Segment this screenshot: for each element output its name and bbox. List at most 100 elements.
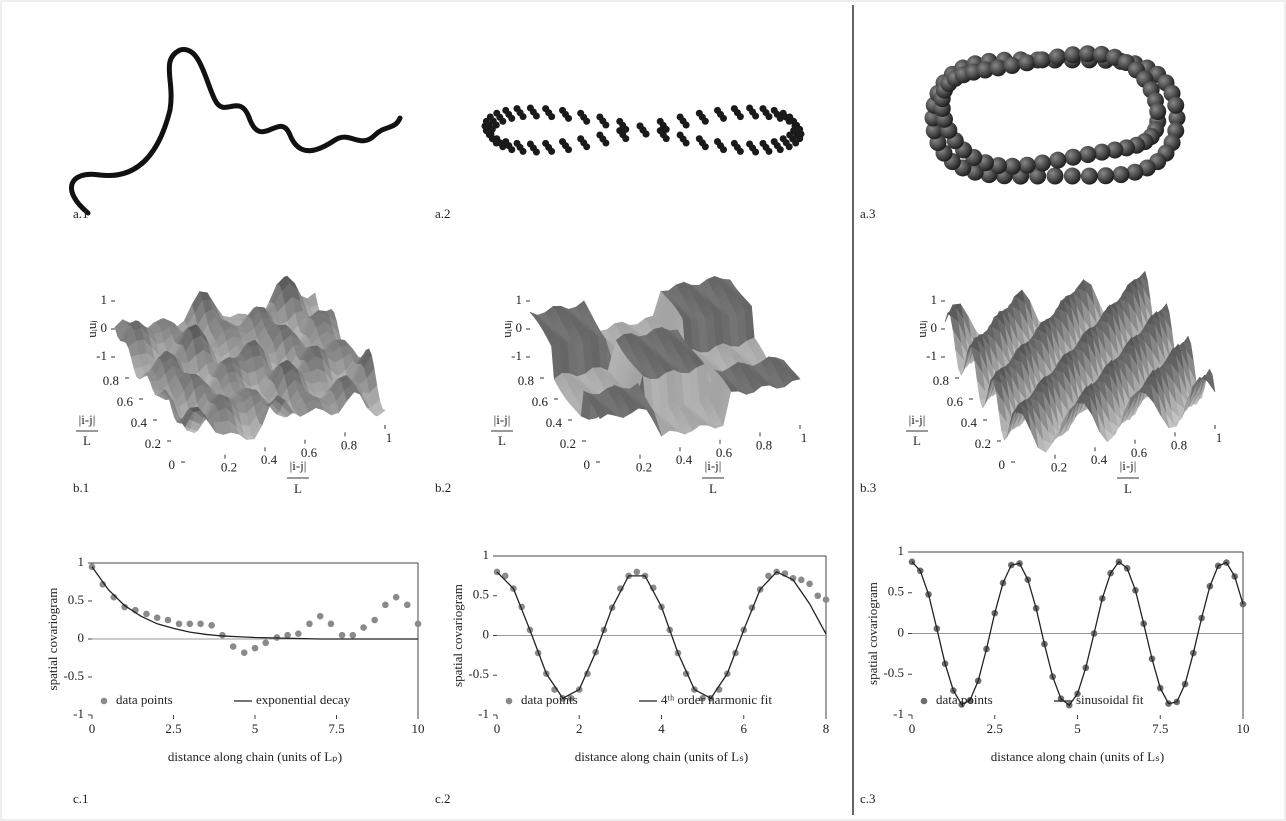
x-tick-label: 1 bbox=[1216, 430, 1223, 445]
y-tick-label: 0.2 bbox=[145, 436, 161, 451]
bead bbox=[925, 122, 943, 140]
x-tick-label: 0 bbox=[909, 721, 916, 736]
panel-label: b.3 bbox=[860, 480, 876, 495]
panel-label: a.3 bbox=[860, 206, 876, 221]
x-axis-label-denominator: L bbox=[709, 481, 717, 496]
x-axis-label-denominator: L bbox=[294, 481, 302, 496]
y-tick-label: 0.6 bbox=[532, 394, 549, 409]
y-tick-label: 0.6 bbox=[117, 394, 134, 409]
bead bbox=[989, 59, 1007, 77]
polymer-ring bbox=[924, 45, 1186, 185]
bead bbox=[642, 130, 650, 138]
y-tick-label: -0.5 bbox=[63, 668, 84, 683]
x-tick-label: 0.2 bbox=[636, 460, 652, 475]
y-tick-label: -0.5 bbox=[883, 665, 904, 680]
surface-render bbox=[529, 275, 801, 437]
data-point bbox=[567, 695, 575, 702]
x-axis-label: |i-j| bbox=[705, 458, 722, 473]
bead bbox=[602, 139, 610, 147]
data-point bbox=[110, 593, 118, 601]
bead bbox=[548, 113, 556, 121]
y-tick-label: 0.4 bbox=[131, 415, 148, 430]
legend-label: data points bbox=[521, 692, 578, 707]
surface-cell bbox=[181, 407, 194, 428]
data-point bbox=[327, 620, 335, 628]
bead bbox=[622, 135, 630, 143]
x-tick-label: 4 bbox=[658, 721, 665, 736]
polymer-figure-eight bbox=[481, 104, 805, 156]
bead bbox=[532, 148, 540, 156]
y-tick-label: 0.5 bbox=[68, 592, 84, 607]
bead bbox=[776, 146, 784, 154]
bead bbox=[1126, 163, 1144, 181]
data-point bbox=[501, 572, 509, 580]
z-tick-label: 1 bbox=[931, 292, 938, 307]
x-tick-label: 0.8 bbox=[756, 437, 772, 452]
data-point bbox=[186, 620, 194, 628]
bead bbox=[662, 125, 670, 133]
z-tick-label: 0 bbox=[931, 320, 938, 335]
y-tick-label: 0.8 bbox=[103, 373, 119, 388]
x-tick-label: 0.2 bbox=[1051, 460, 1067, 475]
y-tick-label: -1 bbox=[73, 706, 84, 721]
bead bbox=[548, 147, 556, 155]
y-tick-label: 0 bbox=[78, 630, 85, 645]
bead bbox=[1080, 167, 1098, 185]
bead bbox=[752, 112, 760, 120]
x-tick-label: 7.5 bbox=[1152, 721, 1168, 736]
data-point bbox=[197, 620, 204, 628]
x-axis-label-denominator: L bbox=[1124, 481, 1132, 496]
y-tick-label: 1 bbox=[898, 543, 905, 558]
panel-label: b.2 bbox=[435, 480, 451, 495]
data-point bbox=[814, 592, 822, 600]
polymer-chain bbox=[69, 47, 403, 216]
bead bbox=[765, 147, 773, 155]
y-tick-label: -0.5 bbox=[468, 666, 489, 681]
bead bbox=[1149, 103, 1167, 121]
bead bbox=[701, 143, 709, 151]
bead bbox=[583, 117, 591, 125]
data-point bbox=[251, 644, 259, 652]
bead bbox=[1029, 167, 1047, 185]
legend-symbol bbox=[920, 697, 928, 705]
x-tick-label: 6 bbox=[741, 721, 748, 736]
bead bbox=[532, 112, 540, 120]
y-axis-label: spatial covariogram bbox=[865, 582, 880, 685]
bead bbox=[1064, 46, 1082, 64]
bead bbox=[736, 113, 744, 121]
data-point bbox=[789, 574, 797, 582]
bead bbox=[499, 117, 507, 125]
data-point bbox=[240, 649, 248, 656]
x-tick-label: 8 bbox=[823, 721, 830, 736]
bead bbox=[736, 147, 744, 155]
bead bbox=[1046, 167, 1064, 185]
surface-cell bbox=[596, 409, 609, 420]
data-point bbox=[414, 620, 422, 628]
bead bbox=[682, 121, 690, 129]
bead bbox=[1003, 157, 1021, 175]
legend-label: data points bbox=[936, 692, 993, 707]
y-tick-label: 0.2 bbox=[975, 436, 991, 451]
x-tick-label: 5 bbox=[1074, 721, 1081, 736]
panel-label: c.1 bbox=[73, 791, 89, 806]
bead bbox=[720, 146, 727, 154]
data-point bbox=[403, 601, 411, 609]
data-point bbox=[306, 620, 313, 628]
z-tick-label: -1 bbox=[926, 348, 937, 363]
data-point bbox=[633, 568, 641, 576]
data-point bbox=[229, 643, 237, 650]
bead bbox=[1018, 54, 1036, 72]
panel-label: a.2 bbox=[435, 206, 451, 221]
bead bbox=[583, 143, 591, 151]
y-tick-label: -1 bbox=[478, 706, 489, 721]
bead bbox=[602, 121, 610, 129]
y-axis-label: |i-j| bbox=[909, 412, 926, 427]
y-tick-label: 0 bbox=[999, 457, 1006, 472]
y-tick-label: 0.6 bbox=[947, 394, 964, 409]
data-point bbox=[262, 639, 270, 647]
bead bbox=[752, 148, 760, 156]
x-tick-label: 0.2 bbox=[221, 460, 237, 475]
data-point bbox=[371, 616, 378, 624]
